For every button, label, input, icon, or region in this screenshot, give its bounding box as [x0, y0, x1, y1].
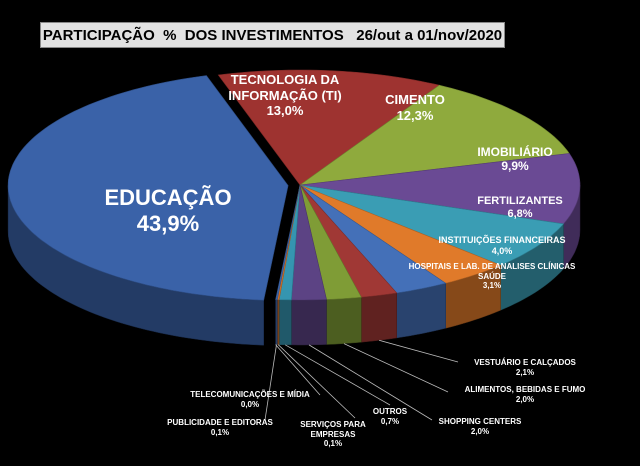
value-label: 0,0% [240, 399, 260, 409]
category-label: PUBLICIDADE E EDITORAS [167, 418, 273, 427]
category-label: SHOPPING CENTERS [438, 417, 522, 426]
category-label: SERVIÇOS PARA EMPRESAS [300, 420, 366, 439]
category-label: VESTUÁRIO E CALÇADOS [474, 358, 576, 367]
slice-label: ALIMENTOS, BEBIDAS E FUMO 2,0% [445, 385, 605, 404]
leader-line [343, 343, 449, 393]
category-label: EDUCAÇÃO [104, 185, 232, 210]
value-label: 6,8% [507, 208, 533, 221]
value-label: 2,0% [470, 426, 490, 436]
category-label: FERTILIZANTES [477, 195, 563, 207]
value-label: 4,0% [491, 245, 513, 256]
slice-top [299, 184, 447, 294]
leader-line [264, 344, 277, 421]
category-label: TELECOMUNICAÇÕES E MÍDIA [190, 390, 310, 399]
leader-line [275, 344, 321, 396]
slice-top [7, 75, 289, 301]
slice-top [217, 69, 441, 186]
value-label: 2,1% [515, 367, 535, 377]
category-label: ALIMENTOS, BEBIDAS E FUMO [464, 385, 586, 394]
value-label: 43,9% [136, 211, 200, 237]
value-label: 0,1% [323, 439, 343, 449]
slice-label: CIMENTO 12,3% [355, 92, 475, 123]
pie-slice [217, 69, 441, 186]
slice-label: VESTUÁRIO E CALÇADOS 2,1% [450, 358, 600, 377]
pie-slice [299, 84, 570, 186]
leader-line [378, 339, 459, 363]
leader-line [285, 344, 391, 406]
slice-label: FERTILIZANTES 6,8% [460, 195, 580, 221]
category-label: IMOBILIÁRIO [477, 145, 553, 159]
slice-label: TECNOLOGIA DA INFORMAÇÃO (TI) 13,0% [210, 72, 360, 119]
category-label: OUTROS [372, 407, 408, 416]
slice-label: SHOPPING CENTERS 2,0% [420, 417, 540, 436]
slice-top [299, 184, 565, 266]
slice-label: SERVIÇOS PARA EMPRESAS 0,1% [298, 420, 368, 449]
pie-slice [291, 184, 327, 346]
leader-line [308, 344, 433, 421]
category-label: CIMENTO [385, 92, 445, 107]
pie-slice [299, 184, 447, 339]
slice-top [299, 184, 502, 284]
value-label: 13,0% [266, 103, 304, 119]
slice-top [299, 184, 398, 298]
slice-label: PUBLICIDADE E EDITORAS 0,1% [165, 418, 275, 437]
pie-slice [299, 184, 502, 329]
category-label: INSTITUIÇÕES FINANCEIRAS [438, 235, 566, 245]
slice-label: INSTITUIÇÕES FINANCEIRAS 4,0% [427, 235, 577, 257]
pie-slice [299, 184, 398, 343]
value-label: 0,1% [210, 427, 230, 437]
slice-top [275, 184, 301, 300]
category-label: HOSPITAIS E LAB. DE ANALISES CLÍNICAS SA… [408, 262, 576, 281]
value-label: 12,3% [396, 107, 434, 123]
value-label: 9,9% [501, 159, 529, 174]
pie-slice [7, 75, 289, 346]
pie-slice [299, 184, 362, 345]
slice-top [299, 184, 362, 300]
slice-top [291, 184, 327, 301]
chart-title: PARTICIPAÇÃO % DOS INVESTIMENTOS 26/out … [40, 22, 505, 48]
value-label: 2,0% [515, 394, 535, 404]
slice-top [299, 84, 570, 186]
slice-side [361, 292, 397, 343]
slice-side [291, 299, 327, 346]
slice-label: OUTROS 0,7% [360, 407, 420, 426]
pie-slice [299, 184, 565, 311]
leader-line [277, 344, 356, 419]
slice-label: EDUCAÇÃO 43,9% [98, 185, 238, 238]
value-label: 0,7% [380, 416, 400, 426]
slice-label: IMOBILIÁRIO 9,9% [455, 145, 575, 174]
category-label: TECNOLOGIA DA INFORMAÇÃO (TI) [228, 72, 342, 103]
slice-side [277, 299, 280, 345]
slice-label: TELECOMUNICAÇÕES E MÍDIA 0,0% [175, 390, 325, 409]
value-label: 3,1% [482, 281, 502, 291]
slice-side [326, 296, 362, 345]
slice-side [278, 299, 292, 346]
slice-label: HOSPITAIS E LAB. DE ANALISES CLÍNICAS SA… [407, 262, 577, 291]
slice-top [299, 153, 581, 225]
slice-side [275, 299, 278, 345]
